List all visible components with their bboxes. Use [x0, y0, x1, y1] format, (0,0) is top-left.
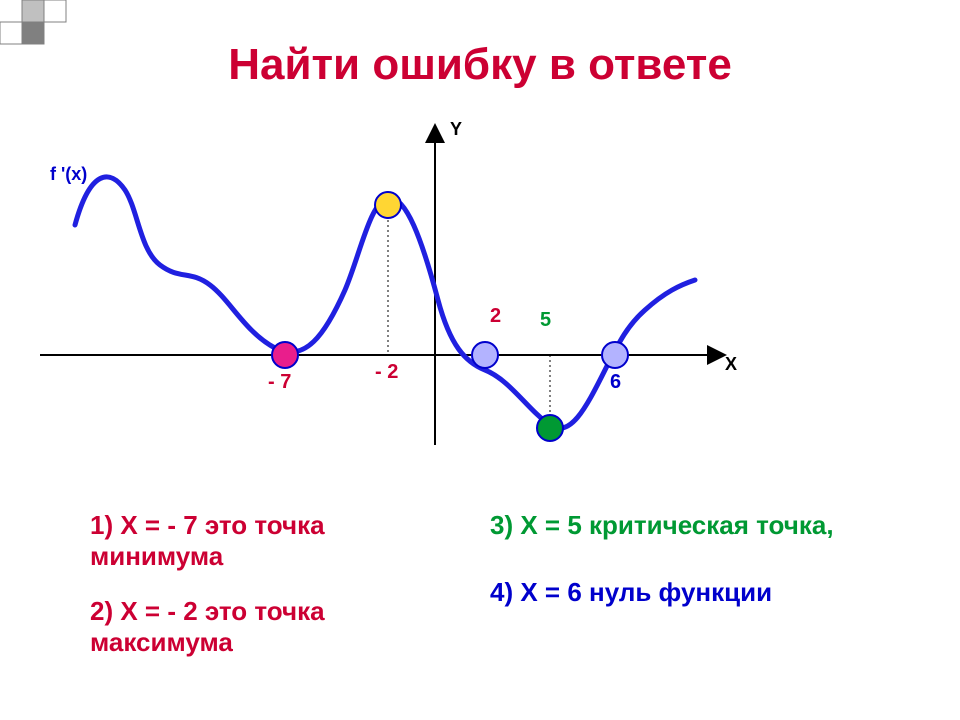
svg-text:6: 6	[610, 371, 621, 393]
chart-container: Y Xf '(x) - 7 - 2 2 5 6	[30, 110, 750, 450]
svg-text:- 7: - 7	[268, 371, 291, 393]
answer-item: 1) X = - 7 это точка минимума	[90, 510, 450, 572]
answers-right-column: 3) X = 5 критическая точка, 4) X = 6 нуль…	[490, 510, 890, 608]
answer-item: 3) X = 5 критическая точка,	[490, 510, 890, 541]
answer-item: 2) X = - 2 это точка максимума	[90, 596, 450, 658]
answers-left-column: 1) X = - 7 это точка минимума 2) X = - 2 …	[90, 510, 450, 658]
svg-text:5: 5	[540, 309, 551, 331]
svg-text:- 2: - 2	[375, 361, 398, 383]
page-title: Найти ошибку в ответе	[0, 40, 960, 90]
svg-text:f '(x): f '(x)	[50, 164, 87, 184]
svg-text:2: 2	[490, 305, 501, 327]
chart-svg: Y Xf '(x) - 7 - 2 2 5 6	[30, 110, 750, 450]
svg-text:X: X	[725, 354, 737, 374]
svg-text:Y: Y	[450, 119, 462, 139]
answer-item: 4) X = 6 нуль функции	[490, 577, 890, 608]
